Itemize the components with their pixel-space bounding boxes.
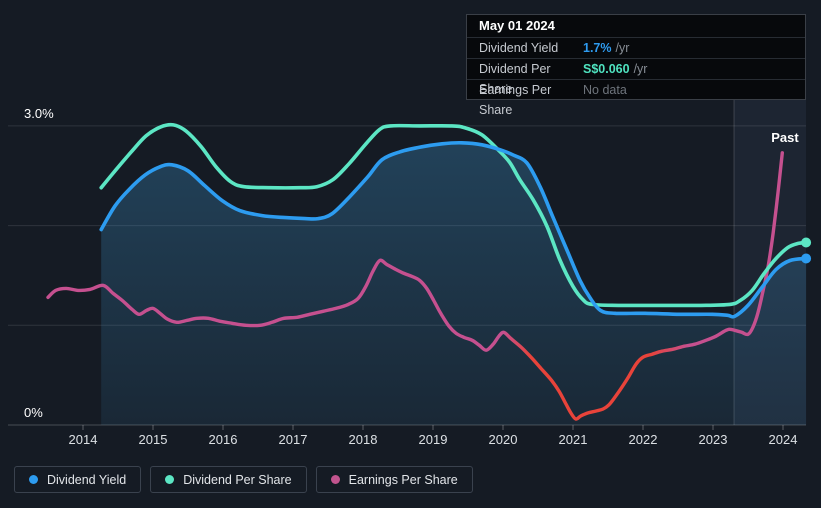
legend-label: Dividend Yield: [47, 472, 127, 487]
chart-tooltip: May 01 2024 Dividend Yield 1.7% /yr Divi…: [466, 14, 806, 117]
legend-label: Earnings Per Share: [348, 472, 458, 487]
tooltip-value: 1.7%: [583, 41, 612, 55]
dividend-per-share-line: [99, 122, 808, 308]
x-axis-label: 2021: [559, 432, 588, 447]
legend-label: Dividend Per Share: [183, 472, 292, 487]
x-axis-label: 2022: [629, 432, 658, 447]
x-axis-label: 2023: [699, 432, 728, 447]
x-axis-label: 2024: [769, 432, 798, 447]
series-end-marker: [801, 253, 812, 264]
tooltip-label: Dividend Yield: [479, 41, 559, 55]
earnings-per-share-dot-icon: [330, 475, 340, 484]
earnings-per-share-line: [46, 151, 784, 421]
x-axis-label: 2019: [419, 432, 448, 447]
tooltip-suffix: /yr: [615, 41, 630, 55]
tooltip-label: Dividend Per Share: [479, 62, 551, 96]
legend-item-earnings-per-share[interactable]: Earnings Per Share: [315, 466, 473, 493]
dividend-yield-line: [99, 140, 808, 319]
legend-item-dividend-yield[interactable]: Dividend Yield: [14, 466, 142, 493]
x-axis-label: 2020: [489, 432, 518, 447]
x-axis-label: 2016: [209, 432, 238, 447]
x-axis-label: 2018: [349, 432, 378, 447]
dividend-yield-area: [101, 142, 807, 426]
y-axis-label: 3.0%: [24, 106, 54, 121]
series-end-marker: [801, 237, 812, 248]
tooltip-row-dividend-per-share: Dividend Per Share S$0.060 /yr: [467, 58, 805, 96]
x-axis-label: 2017: [279, 432, 308, 447]
y-axis-label: 0%: [24, 405, 43, 420]
tooltip-row-earnings-per-share: Earnings Per Share No data: [467, 79, 805, 117]
tooltip-value: S$0.060: [583, 62, 630, 76]
dividend-per-share-dot-icon: [165, 475, 175, 484]
past-label: Past: [771, 130, 799, 145]
chart-legend: Dividend Yield Dividend Per Share Earnin…: [14, 466, 473, 493]
tooltip-suffix: /yr: [633, 62, 648, 76]
x-axis-label: 2014: [69, 432, 98, 447]
tooltip-label: Earnings Per Share: [479, 83, 552, 117]
tooltip-row-dividend-yield: Dividend Yield 1.7% /yr: [467, 37, 805, 58]
tooltip-date: May 01 2024: [479, 18, 555, 33]
dividend-yield-dot-icon: [29, 475, 38, 484]
legend-item-dividend-per-share[interactable]: Dividend Per Share: [150, 466, 307, 493]
x-axis-label: 2015: [139, 432, 168, 447]
tooltip-value: No data: [583, 83, 627, 97]
